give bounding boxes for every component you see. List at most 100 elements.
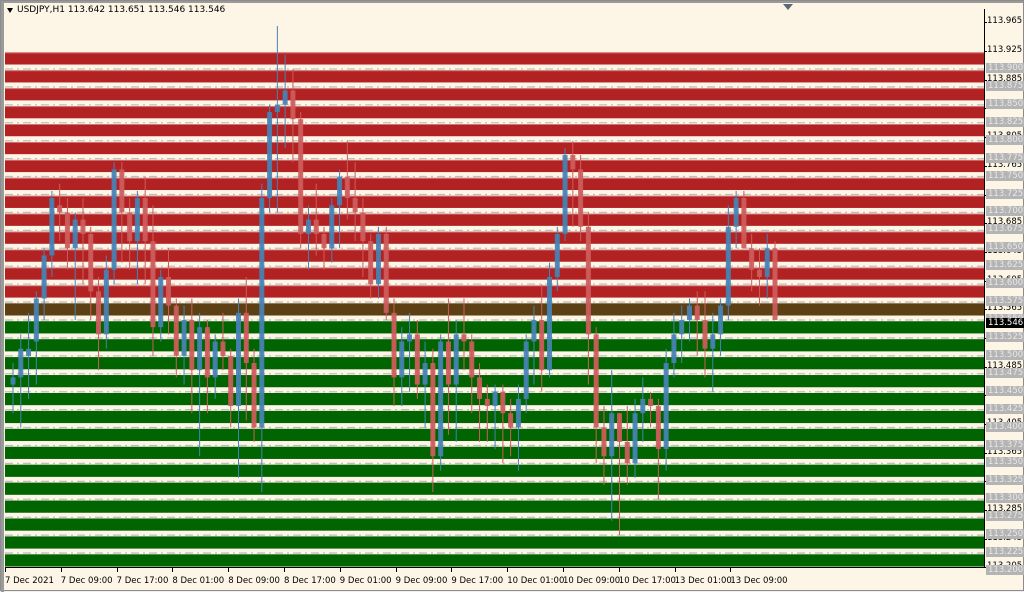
candle[interactable] [741, 190, 747, 249]
candle[interactable] [414, 320, 420, 399]
candle[interactable] [469, 334, 475, 414]
candle[interactable] [430, 348, 436, 493]
candle[interactable] [64, 198, 70, 270]
candle[interactable] [671, 312, 677, 378]
candle[interactable] [352, 162, 358, 242]
candle[interactable] [267, 104, 273, 213]
candle[interactable] [593, 327, 599, 464]
candle[interactable] [616, 413, 622, 536]
candle[interactable] [329, 198, 335, 263]
candle[interactable] [33, 291, 39, 385]
candle[interactable] [80, 198, 86, 285]
candle[interactable] [531, 305, 537, 385]
candle[interactable] [134, 190, 140, 285]
candle[interactable] [515, 384, 521, 471]
candle[interactable] [554, 226, 560, 292]
candle[interactable] [235, 298, 241, 478]
candle[interactable] [368, 233, 374, 299]
candle[interactable] [438, 334, 444, 471]
candle[interactable] [733, 190, 739, 249]
candle[interactable] [663, 348, 669, 471]
candle[interactable] [492, 384, 498, 450]
candle[interactable] [173, 298, 179, 378]
candle[interactable] [49, 190, 55, 277]
candle[interactable] [127, 198, 133, 270]
candle[interactable] [111, 162, 117, 285]
candle[interactable] [228, 348, 234, 428]
candle[interactable] [601, 406, 607, 485]
candle[interactable] [710, 312, 716, 392]
candle[interactable] [609, 370, 615, 521]
candle[interactable] [477, 363, 483, 442]
candle[interactable] [399, 327, 405, 407]
chart-plot-area[interactable] [5, 9, 985, 568]
candle[interactable] [72, 212, 78, 320]
candle[interactable] [119, 162, 125, 263]
candle[interactable] [461, 298, 467, 371]
candle[interactable] [484, 384, 490, 442]
candle[interactable] [321, 226, 327, 270]
candle[interactable] [725, 205, 731, 320]
candle[interactable] [313, 183, 319, 256]
candle[interactable] [772, 241, 778, 320]
candle[interactable] [383, 226, 389, 320]
candle[interactable] [298, 112, 304, 249]
candle[interactable] [655, 398, 661, 500]
candle[interactable] [197, 312, 203, 457]
candle[interactable] [648, 391, 654, 428]
candle[interactable] [702, 291, 708, 378]
chart-title[interactable]: USDJPY,H1 113.642 113.651 113.546 113.54… [7, 5, 225, 15]
candle[interactable] [150, 205, 156, 356]
candle[interactable] [756, 248, 762, 306]
candle[interactable] [500, 384, 506, 464]
candle[interactable] [204, 320, 210, 414]
candle[interactable] [344, 140, 350, 220]
candle[interactable] [88, 226, 94, 320]
candlestick-chart[interactable] [5, 9, 984, 567]
candle[interactable] [694, 291, 700, 356]
candle[interactable] [142, 176, 148, 285]
candle[interactable] [508, 398, 514, 457]
candle[interactable] [103, 255, 109, 349]
candle[interactable] [282, 54, 288, 148]
candle[interactable] [585, 212, 591, 385]
candle[interactable] [562, 147, 568, 242]
candle[interactable] [251, 348, 257, 442]
candle[interactable] [259, 183, 265, 493]
candle[interactable] [547, 262, 553, 378]
candle[interactable] [539, 284, 545, 392]
candle[interactable] [166, 248, 172, 335]
candle[interactable] [375, 226, 381, 299]
candle[interactable] [391, 298, 397, 407]
candle[interactable] [10, 363, 16, 414]
candle[interactable] [718, 298, 724, 356]
candle[interactable] [212, 334, 218, 399]
candle[interactable] [96, 276, 102, 371]
candle[interactable] [523, 334, 529, 414]
candle[interactable] [578, 155, 584, 242]
candle[interactable] [407, 312, 413, 392]
candle[interactable] [274, 25, 280, 213]
candle[interactable] [624, 406, 630, 485]
candle[interactable] [41, 248, 47, 320]
candle[interactable] [181, 305, 187, 385]
candle[interactable] [632, 398, 638, 478]
chart-shift-triangle-icon[interactable] [783, 4, 793, 10]
candle[interactable] [422, 341, 428, 428]
candle[interactable] [18, 334, 24, 428]
candle[interactable] [453, 320, 459, 442]
candle[interactable] [640, 377, 646, 442]
candle[interactable] [290, 69, 296, 163]
candle[interactable] [749, 233, 755, 292]
candle[interactable] [158, 269, 164, 342]
triangle-down-icon[interactable] [7, 7, 13, 13]
candle[interactable] [445, 298, 451, 435]
candle[interactable] [243, 276, 249, 421]
candle[interactable] [189, 298, 195, 414]
candle[interactable] [360, 198, 366, 277]
candle[interactable] [679, 305, 685, 364]
candle[interactable] [57, 183, 63, 242]
candle[interactable] [570, 140, 576, 227]
candle[interactable] [305, 205, 311, 270]
candle[interactable] [220, 312, 226, 371]
